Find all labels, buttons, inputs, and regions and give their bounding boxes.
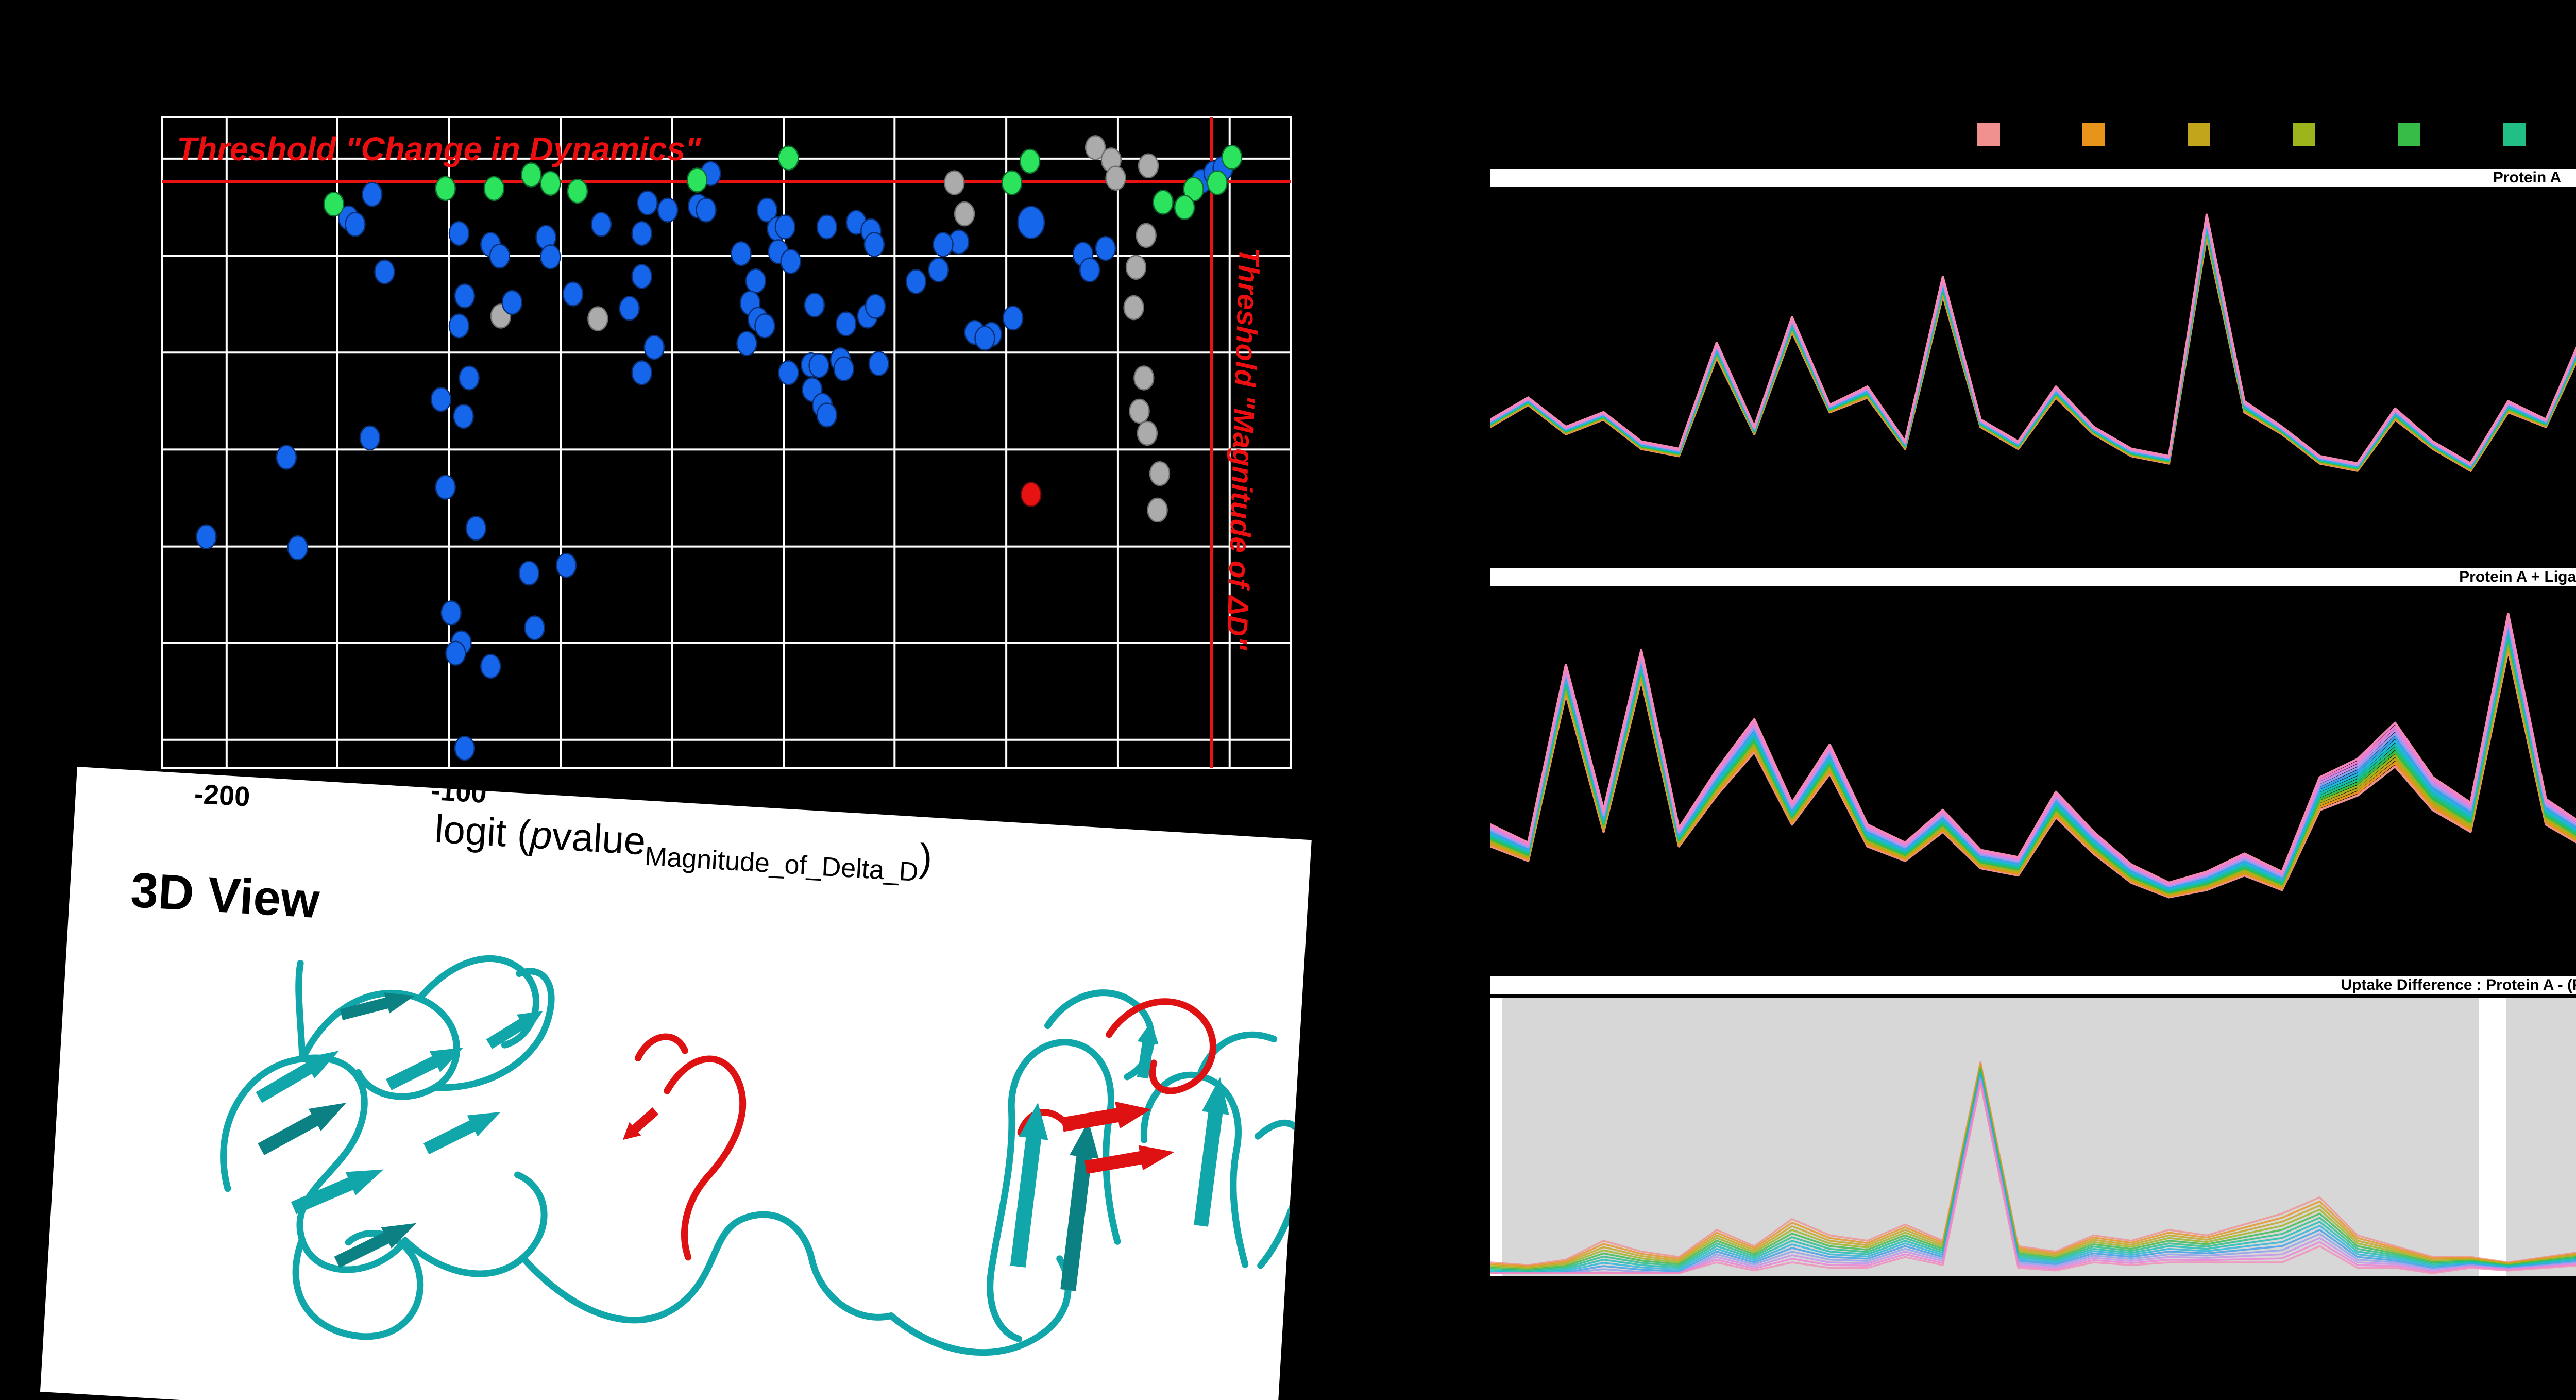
panel-title-uptake-difference: Uptake Difference : Protein A - (Protein… xyxy=(1490,976,2576,998)
panel-title-text: Protein A + Ligand xyxy=(2459,568,2576,585)
uptake-difference-chart[interactable] xyxy=(1490,998,2576,1276)
3d-view-panel: -200 -100 logit (pvalueMagnitude_of_Delt… xyxy=(40,767,1312,1400)
legend-swatch[interactable] xyxy=(2293,123,2315,146)
uptake-chart-protein-a-ligand[interactable] xyxy=(1490,588,2576,958)
legend-swatch[interactable] xyxy=(2503,123,2526,146)
panel-title-protein-a-ligand: Protein A + Ligand xyxy=(1490,568,2576,586)
threshold-change-label: Threshold "Change in Dynamics" xyxy=(177,130,701,167)
protein-ribbon-figure[interactable] xyxy=(40,767,1312,1400)
uptake-chart-protein-a[interactable] xyxy=(1490,189,2576,562)
legend-swatch[interactable] xyxy=(2188,123,2210,146)
panel-title-text: Uptake Difference : Protein A - (Protein… xyxy=(2341,976,2576,993)
volcano-canvas[interactable] xyxy=(131,93,1332,770)
gray-region xyxy=(2506,998,2576,1276)
panel-title-text: Protein A xyxy=(2493,169,2562,186)
legend-swatch[interactable] xyxy=(2398,123,2420,146)
timepoint-legend xyxy=(1977,123,2576,146)
panel-title-protein-a: Protein A xyxy=(1490,169,2576,187)
legend-swatch[interactable] xyxy=(1977,123,2000,146)
legend-swatch[interactable] xyxy=(2082,123,2105,146)
volcano-plot[interactable]: Threshold "Change in Dynamics" Threshold… xyxy=(131,93,1332,770)
scatter-points xyxy=(196,135,1243,761)
